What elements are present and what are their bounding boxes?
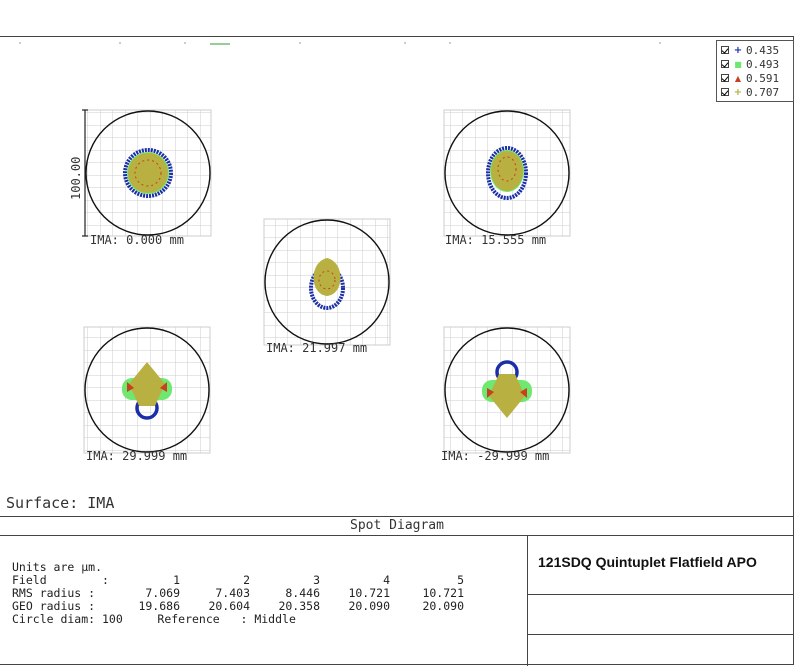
spot-ray-3 xyxy=(160,382,167,392)
plus-icon: + xyxy=(733,86,743,98)
legend-item-3[interactable]: ▲ 0.591 xyxy=(721,71,779,85)
spot-ray-3 xyxy=(127,382,134,392)
spot-ray-4 xyxy=(489,374,525,418)
field-number: 1 xyxy=(173,573,180,587)
spot-ray-1 xyxy=(486,146,528,200)
triangle-icon: ▲ xyxy=(734,73,742,83)
airy-circle xyxy=(84,327,210,453)
field-number: 4 xyxy=(383,573,390,587)
airy-circle xyxy=(444,327,570,453)
rms-value: 7.069 xyxy=(145,586,180,600)
legend-item-4[interactable]: + 0.707 xyxy=(721,85,779,99)
scale-bar: 100.00 xyxy=(69,109,88,237)
rms-value: 7.403 xyxy=(215,586,250,600)
geo-row-label: GEO radius : xyxy=(12,599,96,613)
plus-icon: + xyxy=(733,44,743,56)
checkbox-icon[interactable] xyxy=(721,88,729,96)
report-table: Spot Diagram Units are µm. Field : 1 2 3… xyxy=(0,516,794,666)
field-label-3: IMA: 21.997 mm xyxy=(266,341,367,355)
spot-ray-4 xyxy=(128,153,168,193)
field-label-5: IMA: -29.999 mm xyxy=(441,449,549,463)
surface-label: Surface: IMA xyxy=(6,494,115,512)
model-name: 121SDQ Quintuplet Flatfield APO xyxy=(538,554,757,570)
field-row-label: Field : xyxy=(12,573,109,587)
field-number: 2 xyxy=(243,573,250,587)
scale-bar-label: 100.00 xyxy=(69,157,83,200)
field-number: 3 xyxy=(313,573,320,587)
spot-ray-4 xyxy=(491,151,523,191)
legend-value: 0.435 xyxy=(746,43,780,57)
field-number: 5 xyxy=(457,573,464,587)
units-line: Units are µm. xyxy=(12,560,103,574)
square-icon: ■ xyxy=(734,59,742,69)
divider xyxy=(528,634,794,635)
legend-item-1[interactable]: + 0.435 xyxy=(721,43,779,57)
geo-value: 20.358 xyxy=(278,599,320,613)
rms-row-label: RMS radius : xyxy=(12,586,96,600)
geo-value: 19.686 xyxy=(138,599,180,613)
geo-value: 20.090 xyxy=(348,599,390,613)
report-title: Spot Diagram xyxy=(0,517,794,536)
checkbox-icon[interactable] xyxy=(721,74,729,82)
report-data-panel: Units are µm. Field : 1 2 3 4 5 RMS radi… xyxy=(0,536,528,666)
top-ruler xyxy=(0,30,800,45)
legend-item-2[interactable]: ■ 0.493 xyxy=(721,57,779,71)
spot-ray-3 xyxy=(497,156,517,182)
circle-diam-line: Circle diam: 100 Reference : Middle xyxy=(12,612,296,626)
field-label-4: IMA: 29.999 mm xyxy=(86,449,187,463)
grid-square xyxy=(84,109,212,237)
rms-value: 8.446 xyxy=(285,586,320,600)
spot-ray-3 xyxy=(134,159,162,187)
rms-value: 10.721 xyxy=(348,586,390,600)
legend-value: 0.707 xyxy=(746,85,780,99)
spot-ray-4 xyxy=(129,362,165,406)
report-title-block: 121SDQ Quintuplet Flatfield APO xyxy=(528,536,794,666)
legend-value: 0.591 xyxy=(746,71,780,85)
airy-circle xyxy=(264,219,390,345)
airy-circle xyxy=(85,110,211,236)
field-label-1: IMA: 0.000 mm xyxy=(90,233,184,247)
airy-circle xyxy=(444,110,570,236)
geo-value: 20.604 xyxy=(208,599,250,613)
spot-ray-1 xyxy=(123,148,173,198)
spot-ray-3 xyxy=(318,270,336,290)
divider xyxy=(528,594,794,595)
geo-value: 20.090 xyxy=(422,599,464,613)
spot-ray-3 xyxy=(487,388,494,398)
spot-ray-4 xyxy=(313,258,341,296)
rms-value: 10.721 xyxy=(422,586,464,600)
spot-ray-3 xyxy=(520,388,527,398)
legend: + 0.435 ■ 0.493 ▲ 0.591 + 0.707 xyxy=(716,40,794,102)
legend-value: 0.493 xyxy=(746,57,780,71)
field-label-2: IMA: 15.555 mm xyxy=(445,233,546,247)
plot-frame xyxy=(0,36,794,665)
checkbox-icon[interactable] xyxy=(721,60,729,68)
checkbox-icon[interactable] xyxy=(721,46,729,54)
